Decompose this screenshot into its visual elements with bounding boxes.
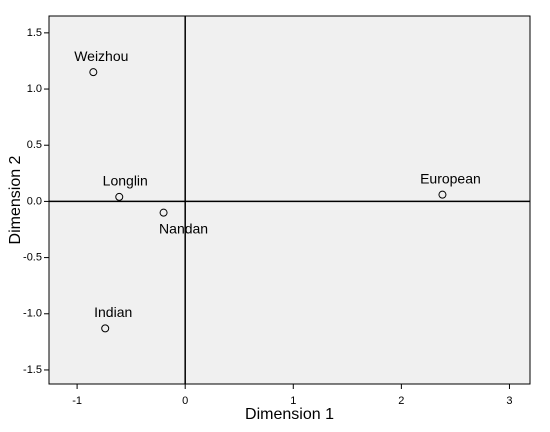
y-tick-label: 0.5 (27, 139, 42, 151)
y-tick-label: 1.5 (27, 27, 42, 39)
plot-area (48, 15, 531, 385)
point-label: Longlin (103, 173, 148, 189)
point (101, 324, 110, 333)
point (159, 208, 168, 217)
x-tick-label: 3 (506, 395, 512, 407)
x-tick-label: 0 (182, 395, 188, 407)
point-label: Weizhou (74, 48, 128, 64)
x-axis-title: Dimension 1 (245, 406, 334, 423)
y-axis-title: Dimension 2 (7, 155, 24, 244)
x-tick-label: 1 (290, 395, 296, 407)
x-tick-label: -1 (72, 395, 82, 407)
point-label: European (420, 170, 481, 186)
point-label: Nandan (159, 220, 208, 236)
y-tick-label: -1.0 (23, 308, 42, 320)
point (438, 190, 447, 199)
point-label: Indian (94, 304, 132, 320)
y-tick-label: -0.5 (23, 251, 42, 263)
point (115, 192, 124, 201)
y-tick-label: 0.0 (27, 195, 42, 207)
point (89, 68, 98, 77)
x-tick-label: 2 (398, 395, 404, 407)
y-tick-label: 1.0 (27, 83, 42, 95)
y-tick-label: -1.5 (23, 364, 42, 376)
